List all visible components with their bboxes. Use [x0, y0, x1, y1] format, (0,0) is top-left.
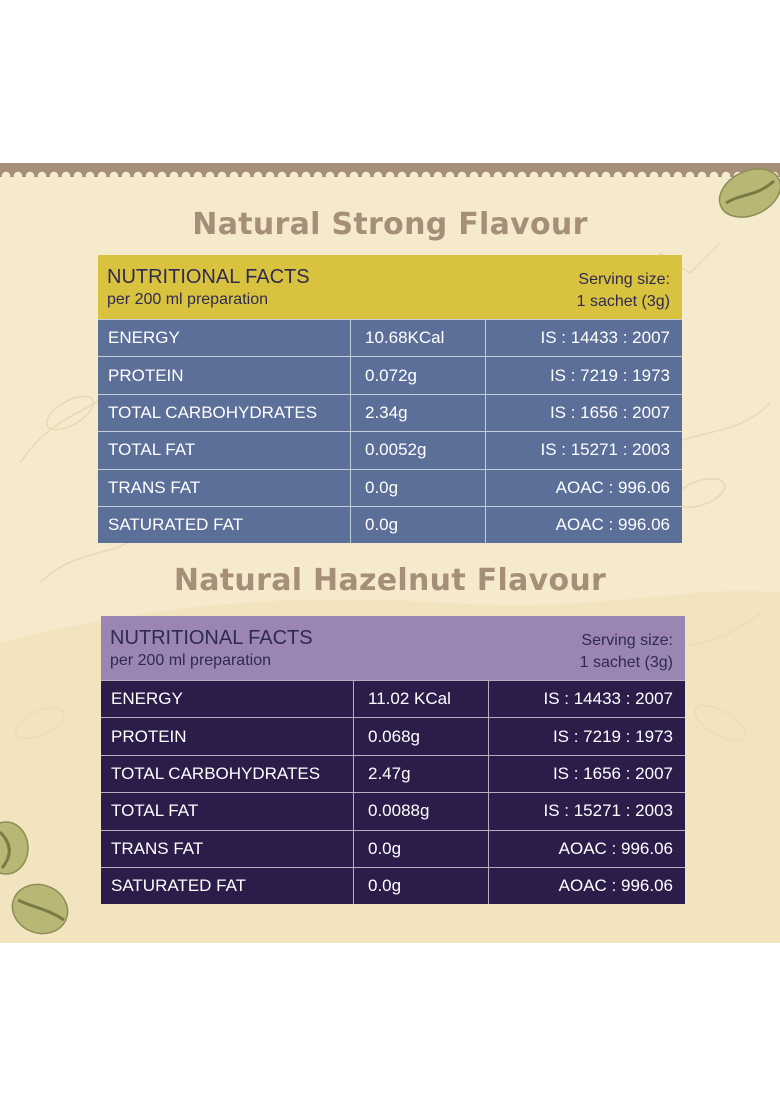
table-row: TRANS FAT 0.0g AOAC : 996.06 — [98, 468, 682, 506]
coffee-bean-icon — [718, 168, 780, 218]
test-method: IS : 15271 : 2003 — [543, 801, 674, 821]
nutrient-amount: 10.68KCal — [351, 320, 486, 357]
test-method: AOAC : 996.06 — [558, 876, 673, 896]
nutrient-name: TOTAL CARBOHYDRATES — [101, 755, 354, 793]
serving-size-value: 1 sachet (3g) — [579, 654, 673, 671]
table-body: ENERGY 11.02 KCal IS : 14433 : 2007 PROT… — [101, 680, 685, 905]
table-row: PROTEIN 0.072g IS : 7219 : 1973 — [98, 356, 682, 394]
serving-size-label: Serving size: — [578, 271, 670, 288]
table-subtitle: per 200 ml preparation — [110, 652, 271, 669]
test-method: AOAC : 996.06 — [555, 477, 670, 497]
serving-size: Serving size: 1 sachet (3g) — [580, 630, 673, 674]
nutrient-amount: 0.0088g — [354, 793, 489, 830]
coffee-bean-icon — [11, 883, 69, 935]
serving-size-label: Serving size: — [581, 632, 673, 649]
table-row: TOTAL FAT 0.0088g IS : 15271 : 2003 — [101, 792, 685, 830]
table-title: NUTRITIONAL FACTS — [107, 266, 310, 288]
scalloped-border-dots — [0, 171, 780, 181]
test-method: IS : 14433 : 2007 — [540, 328, 671, 348]
coffee-bean-icon — [0, 821, 29, 875]
section-heading-hazelnut: Natural Hazelnut Flavour — [173, 563, 607, 598]
test-method: AOAC : 996.06 — [558, 838, 673, 858]
table-row: ENERGY 10.68KCal IS : 14433 : 2007 — [98, 319, 682, 357]
nutrient-name: TOTAL CARBOHYDRATES — [98, 394, 351, 432]
test-method: IS : 15271 : 2003 — [540, 440, 671, 460]
table-row: TRANS FAT 0.0g AOAC : 996.06 — [101, 829, 685, 867]
section-heading-strong: Natural Strong Flavour — [192, 207, 588, 242]
table-row: TOTAL FAT 0.0052g IS : 15271 : 2003 — [98, 431, 682, 469]
table-row: TOTAL CARBOHYDRATES 2.47g IS : 1656 : 20… — [101, 754, 685, 793]
nutrition-panel: Natural Strong Flavour NUTRITIONAL FACTS… — [0, 163, 780, 943]
test-method: AOAC : 996.06 — [555, 515, 670, 535]
table-header: NUTRITIONAL FACTS per 200 ml preparation… — [101, 616, 685, 680]
nutrient-amount: 0.0g — [354, 867, 489, 905]
nutrient-amount: 0.072g — [351, 357, 486, 394]
nutrition-table-strong: NUTRITIONAL FACTS per 200 ml preparation… — [98, 255, 682, 544]
test-method: IS : 7219 : 1973 — [552, 726, 673, 746]
nutrient-amount: 0.0g — [351, 469, 486, 506]
serving-size: Serving size: 1 sachet (3g) — [577, 269, 670, 313]
test-method: IS : 7219 : 1973 — [549, 365, 670, 385]
nutrient-name: ENERGY — [101, 681, 354, 718]
table-body: ENERGY 10.68KCal IS : 14433 : 2007 PROTE… — [98, 319, 682, 544]
test-method: IS : 1656 : 2007 — [552, 763, 673, 783]
nutrient-amount: 0.0052g — [351, 432, 486, 469]
nutrient-name: TRANS FAT — [101, 830, 354, 867]
nutrient-name: TOTAL FAT — [101, 793, 354, 830]
nutrient-amount: 2.47g — [354, 755, 489, 793]
table-row: TOTAL CARBOHYDRATES 2.34g IS : 1656 : 20… — [98, 393, 682, 432]
table-title: NUTRITIONAL FACTS — [110, 627, 313, 649]
serving-size-value: 1 sachet (3g) — [576, 293, 670, 310]
nutrient-amount: 0.0g — [354, 830, 489, 867]
table-row: PROTEIN 0.068g IS : 7219 : 1973 — [101, 717, 685, 755]
table-header-left: NUTRITIONAL FACTS per 200 ml preparation — [110, 626, 313, 672]
nutrient-name: ENERGY — [98, 320, 351, 357]
nutrition-table-hazelnut: NUTRITIONAL FACTS per 200 ml preparation… — [101, 616, 685, 905]
nutrient-name: TOTAL FAT — [98, 432, 351, 469]
nutrient-amount: 0.0g — [351, 506, 486, 544]
nutrient-amount: 0.068g — [354, 718, 489, 755]
nutrient-name: TRANS FAT — [98, 469, 351, 506]
table-row: SATURATED FAT 0.0g AOAC : 996.06 — [98, 505, 682, 544]
table-header-left: NUTRITIONAL FACTS per 200 ml preparation — [107, 265, 310, 311]
test-method: IS : 1656 : 2007 — [549, 402, 670, 422]
table-subtitle: per 200 ml preparation — [107, 291, 268, 308]
nutrient-name: SATURATED FAT — [98, 506, 351, 544]
test-method: IS : 14433 : 2007 — [543, 689, 674, 709]
nutrient-name: PROTEIN — [101, 718, 354, 755]
table-row: SATURATED FAT 0.0g AOAC : 996.06 — [101, 866, 685, 905]
nutrient-name: PROTEIN — [98, 357, 351, 394]
nutrient-amount: 11.02 KCal — [354, 681, 489, 718]
nutrient-name: SATURATED FAT — [101, 867, 354, 905]
table-header: NUTRITIONAL FACTS per 200 ml preparation… — [98, 255, 682, 319]
table-row: ENERGY 11.02 KCal IS : 14433 : 2007 — [101, 680, 685, 718]
nutrient-amount: 2.34g — [351, 394, 486, 432]
